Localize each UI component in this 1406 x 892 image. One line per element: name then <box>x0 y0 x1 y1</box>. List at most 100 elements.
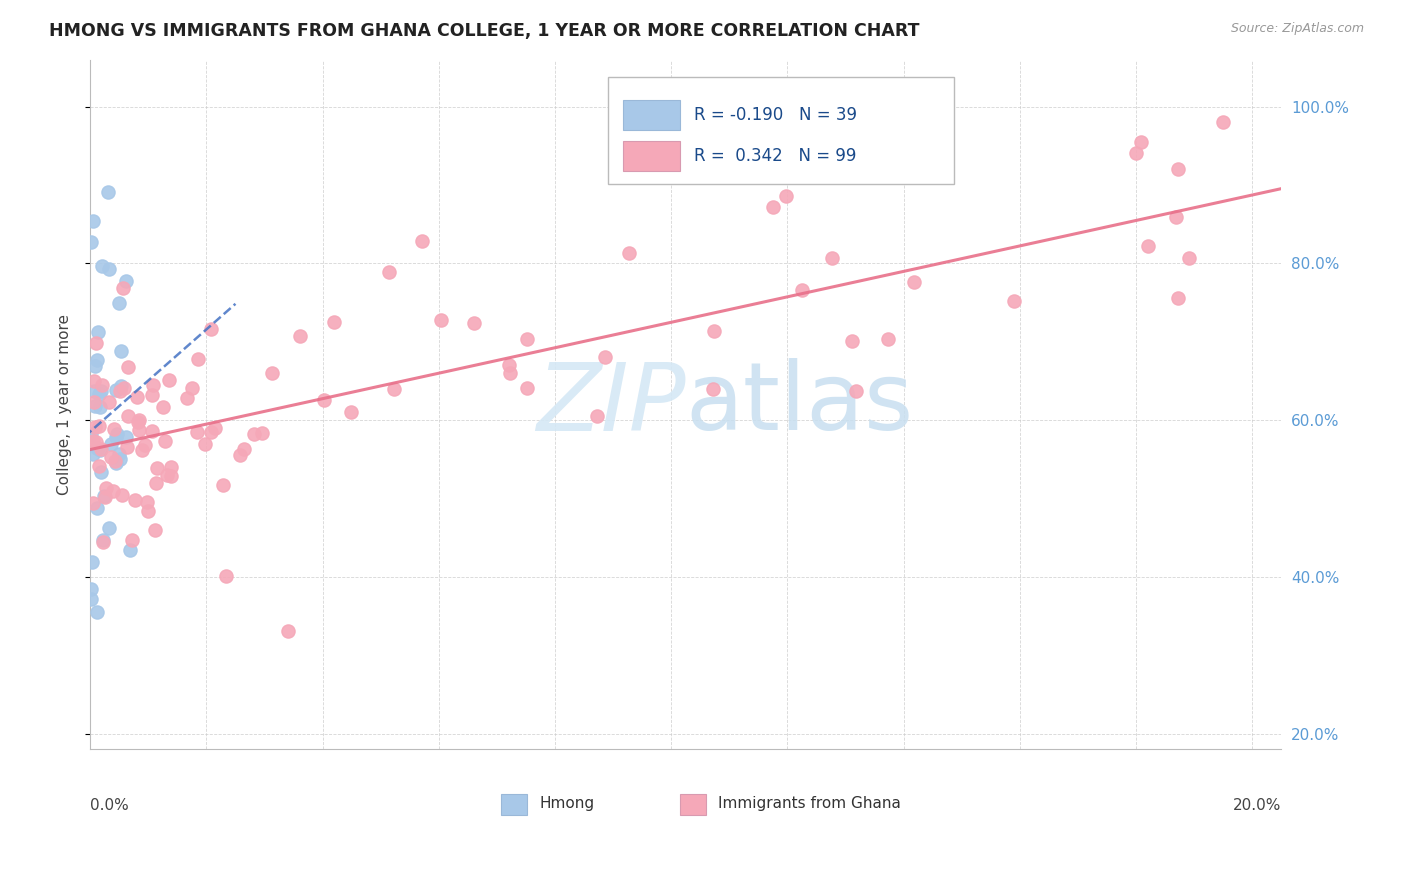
Point <box>117 441 139 455</box>
Bar <box>623 100 679 130</box>
Point <box>243 427 266 442</box>
Point <box>378 265 401 279</box>
Point <box>181 381 204 395</box>
Point <box>84 359 107 373</box>
Point <box>90 442 112 457</box>
Text: Source: ZipAtlas.com: Source: ZipAtlas.com <box>1230 22 1364 36</box>
Point <box>128 413 150 427</box>
Point <box>876 332 898 346</box>
Point <box>1166 291 1188 305</box>
Point <box>1164 210 1187 224</box>
Point <box>115 274 138 288</box>
Point <box>141 424 163 438</box>
Point <box>90 259 112 273</box>
Point <box>127 390 149 404</box>
Point <box>91 377 114 392</box>
Point <box>762 200 785 214</box>
Point <box>121 533 143 547</box>
Point <box>117 409 139 424</box>
Point <box>110 343 132 358</box>
Point <box>152 400 174 414</box>
Bar <box>623 141 679 171</box>
Point <box>288 329 311 343</box>
Point <box>124 492 146 507</box>
Bar <box>501 794 527 814</box>
Point <box>322 315 344 329</box>
Point <box>87 458 110 473</box>
Point <box>83 384 105 398</box>
Point <box>277 624 299 638</box>
Point <box>516 332 538 346</box>
Point <box>134 438 156 452</box>
Point <box>87 419 110 434</box>
Point <box>1125 146 1147 161</box>
Point <box>1212 115 1234 129</box>
Point <box>131 443 153 458</box>
Text: HMONG VS IMMIGRANTS FROM GHANA COLLEGE, 1 YEAR OR MORE CORRELATION CHART: HMONG VS IMMIGRANTS FROM GHANA COLLEGE, … <box>49 22 920 40</box>
Point <box>103 422 125 436</box>
Point <box>86 352 108 367</box>
Point <box>233 442 256 456</box>
Point <box>702 382 724 396</box>
Point <box>430 313 453 327</box>
Point <box>108 451 131 466</box>
Point <box>100 437 122 451</box>
Point <box>586 409 609 423</box>
Point <box>83 395 105 409</box>
Text: Hmong: Hmong <box>538 796 595 811</box>
Point <box>516 381 538 395</box>
Point <box>1002 293 1025 308</box>
Point <box>83 374 105 388</box>
Text: ZIP: ZIP <box>536 359 686 450</box>
Point <box>94 490 117 504</box>
Point <box>820 251 842 265</box>
Point <box>104 454 127 468</box>
Point <box>87 325 110 339</box>
Point <box>117 359 139 374</box>
Point <box>187 352 209 367</box>
Point <box>82 446 104 460</box>
Point <box>1178 252 1201 266</box>
Point <box>93 490 115 504</box>
Point <box>111 281 134 295</box>
Point <box>1136 239 1159 253</box>
Y-axis label: College, 1 year or more: College, 1 year or more <box>58 314 72 495</box>
Point <box>120 543 142 558</box>
Point <box>80 235 103 249</box>
Point <box>176 391 198 405</box>
Point <box>200 322 222 336</box>
Point <box>1167 161 1189 176</box>
Point <box>104 383 127 397</box>
Point <box>87 387 110 401</box>
Point <box>127 415 149 429</box>
Point <box>211 478 233 492</box>
Point <box>108 296 131 310</box>
Point <box>186 425 208 439</box>
Point <box>90 384 112 399</box>
Point <box>619 245 641 260</box>
Point <box>91 533 114 547</box>
Point <box>160 469 183 483</box>
Text: R = -0.190   N = 39: R = -0.190 N = 39 <box>695 106 858 124</box>
Text: 0.0%: 0.0% <box>90 797 129 813</box>
Point <box>141 388 163 402</box>
Bar <box>679 794 706 814</box>
Point <box>97 261 120 276</box>
Point <box>146 460 169 475</box>
Point <box>499 366 522 380</box>
Point <box>82 434 104 449</box>
Point <box>142 378 165 392</box>
Point <box>200 425 222 440</box>
Point <box>82 214 104 228</box>
Point <box>86 605 108 619</box>
Point <box>215 568 238 582</box>
Point <box>111 488 134 502</box>
Point <box>136 504 159 518</box>
Text: atlas: atlas <box>686 359 914 450</box>
Point <box>775 189 797 203</box>
Point <box>156 468 179 483</box>
Point <box>114 430 136 444</box>
Point <box>204 421 226 435</box>
Point <box>108 446 131 460</box>
Point <box>145 475 167 490</box>
